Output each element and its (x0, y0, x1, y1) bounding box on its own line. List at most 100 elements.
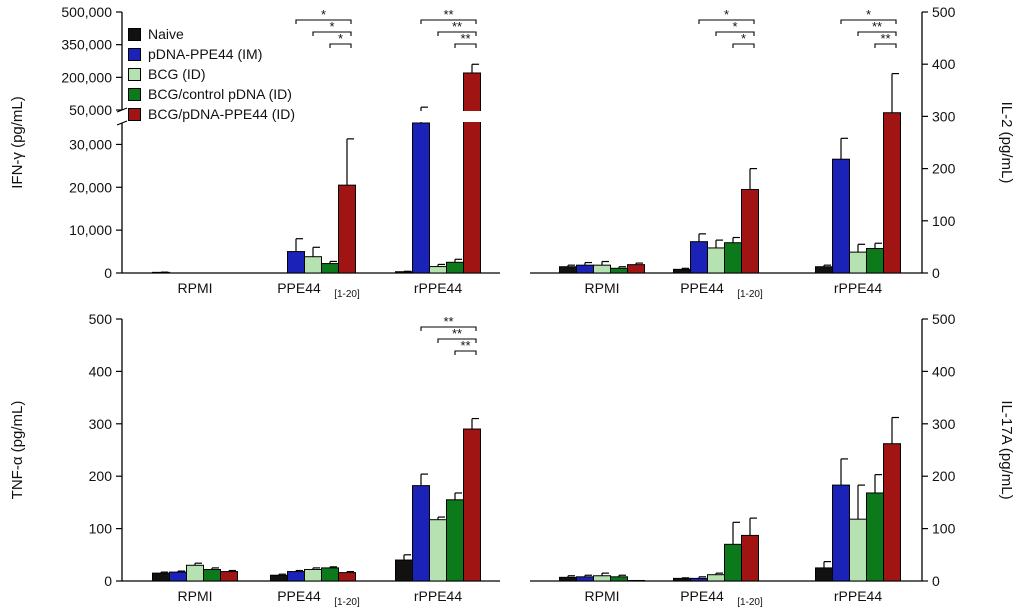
bar (446, 499, 464, 582)
legend-item-bcg-pdna-ppe44-id: BCG/pDNA-PPE44 (ID) (128, 104, 295, 124)
bar (412, 122, 430, 274)
significance-bracket (874, 43, 897, 48)
y-tick-label: 500 (89, 311, 113, 327)
x-tick-subscript: [1-20] (334, 597, 360, 608)
axis-break-mark (116, 120, 128, 126)
y-tick-label: 100 (932, 213, 956, 229)
significance-label: * (329, 19, 334, 34)
x-tick-subscript: [1-20] (737, 289, 763, 300)
axis-break-gap (114, 111, 500, 122)
bar (610, 267, 628, 274)
x-tick-label: PPE44 (680, 588, 724, 604)
significance-label: * (338, 31, 343, 46)
y-axis-title: IL-2 (pg/mL) (998, 102, 1015, 184)
bar (741, 188, 759, 274)
y-tick-label: 350,000 (61, 37, 112, 53)
legend-swatch (128, 87, 141, 101)
y-tick-label: 30,000 (69, 136, 112, 152)
bar (707, 574, 725, 582)
bar (429, 266, 447, 274)
significance-bracket (420, 19, 477, 24)
y-tick-label: 20,000 (69, 179, 112, 195)
legend-label: BCG/control pDNA (ID) (148, 86, 292, 102)
bar (673, 577, 691, 582)
y-tick-label: 0 (932, 573, 940, 589)
bar (690, 577, 708, 582)
bar (559, 266, 577, 274)
y-tick-label: 0 (104, 265, 112, 281)
bar (338, 184, 356, 274)
y-tick-label: 200 (932, 468, 956, 484)
y-tick-label: 300 (89, 416, 113, 432)
legend-label: pDNA-PPE44 (IM) (148, 46, 263, 62)
x-tick-label: RPMI (585, 588, 620, 604)
x-tick-label: RPMI (178, 588, 213, 604)
significance-label: * (732, 19, 737, 34)
bar (152, 572, 170, 582)
legend-item-naive: Naive (128, 24, 295, 44)
bar (270, 574, 288, 582)
y-tick-label: 300 (932, 416, 956, 432)
bar (321, 263, 339, 274)
bar (395, 271, 413, 274)
y-tick-label: 200,000 (61, 69, 112, 85)
bar (741, 534, 759, 582)
x-tick-label: RPMI (178, 280, 213, 296)
x-tick-subscript: [1-20] (737, 597, 763, 608)
bar (304, 256, 322, 274)
bar (169, 571, 187, 582)
significance-label: ** (872, 19, 882, 34)
bar (304, 568, 322, 582)
bar (724, 242, 742, 274)
legend: Naive pDNA-PPE44 (IM) BCG (ID) BCG/contr… (128, 24, 295, 124)
bar (559, 576, 577, 582)
bar (610, 576, 628, 582)
bar (186, 564, 204, 582)
x-tick-label: rPPE44 (414, 280, 462, 296)
y-tick-label: 400 (89, 363, 113, 379)
significance-label: ** (880, 31, 890, 46)
x-tick-label: PPE44 (680, 280, 724, 296)
y-axis-title: IFN-γ (pg/mL) (9, 96, 26, 189)
legend-label: BCG (ID) (148, 66, 206, 82)
y-tick-label: 200 (932, 161, 956, 177)
x-tick-subscript: [1-20] (334, 289, 360, 300)
bar (446, 261, 464, 274)
bar (673, 268, 691, 274)
legend-label: Naive (148, 26, 184, 42)
significance-bracket (715, 31, 755, 36)
y-tick-label: 200 (89, 468, 113, 484)
bar (220, 571, 238, 582)
y-tick-label: 50,000 (69, 102, 112, 118)
significance-bracket (420, 326, 477, 331)
legend-swatch (128, 27, 141, 41)
bar (627, 264, 645, 274)
x-tick-label: PPE44 (277, 588, 321, 604)
bar (849, 251, 867, 274)
bar (395, 559, 413, 582)
significance-label: ** (443, 314, 453, 329)
bar (593, 264, 611, 274)
legend-item-bcg-control-pdna-id: BCG/control pDNA (ID) (128, 84, 295, 104)
y-axis-title: IL-17A (pg/mL) (998, 400, 1015, 499)
bar (576, 264, 594, 274)
bar (866, 492, 884, 582)
significance-label: ** (452, 19, 462, 34)
bar (593, 575, 611, 582)
bar (627, 579, 645, 582)
significance-bracket (857, 31, 897, 36)
y-tick-label: 100 (932, 521, 956, 537)
significance-bracket (312, 31, 352, 36)
significance-bracket (454, 43, 477, 48)
x-tick-label: rPPE44 (834, 588, 882, 604)
y-tick-label: 0 (104, 573, 112, 589)
legend-swatch (128, 47, 141, 61)
bar (338, 572, 356, 582)
y-tick-label: 500,000 (61, 4, 112, 20)
x-tick-label: rPPE44 (414, 588, 462, 604)
significance-label: * (321, 7, 326, 22)
bar (815, 266, 833, 274)
x-tick-label: RPMI (585, 280, 620, 296)
significance-label: * (866, 7, 871, 22)
